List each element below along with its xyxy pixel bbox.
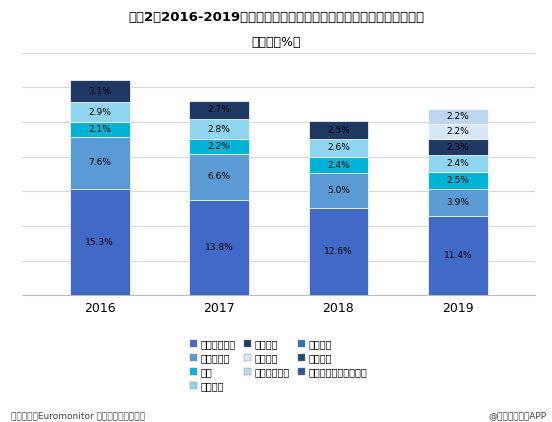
Bar (309, 208, 368, 295)
Text: 6.6%: 6.6% (208, 172, 231, 181)
Bar (309, 157, 368, 173)
Text: 2.7%: 2.7% (208, 106, 231, 114)
Bar (428, 109, 487, 124)
Text: 2.2%: 2.2% (447, 127, 469, 136)
Bar (309, 139, 368, 157)
Text: 13.8%: 13.8% (205, 243, 233, 252)
Text: 12.6%: 12.6% (324, 247, 353, 256)
Text: 15.3%: 15.3% (86, 238, 114, 247)
Legend: 玛氏（美国）, 上海比瑞吉, 华兴, 河北荣喜, 徐州苏宠, 上海依蕴, 雀巢（瑞士）, 山东乖宝, 烟台中宠, 加拿大冠军（加拿大）: 玛氏（美国）, 上海比瑞吉, 华兴, 河北荣喜, 徐州苏宠, 上海依蕴, 雀巢（… (190, 339, 367, 391)
Text: 3.9%: 3.9% (447, 198, 469, 207)
Bar (70, 122, 130, 137)
Text: 2.2%: 2.2% (208, 142, 230, 151)
Bar (70, 102, 130, 122)
Text: 2.2%: 2.2% (447, 112, 469, 121)
Text: 2.3%: 2.3% (447, 143, 469, 152)
Text: 2.5%: 2.5% (327, 126, 350, 135)
Bar (189, 100, 249, 119)
Text: （单位：%）: （单位：%） (251, 36, 301, 49)
Bar (189, 154, 249, 200)
Bar (428, 139, 487, 155)
Text: 图表2：2016-2019年中国宠物食品市场市占率前十公司市占率变化情况: 图表2：2016-2019年中国宠物食品市场市占率前十公司市占率变化情况 (128, 11, 424, 24)
Bar (189, 139, 249, 154)
Text: 3.1%: 3.1% (88, 87, 111, 96)
Text: 2.4%: 2.4% (447, 159, 469, 168)
Bar (428, 216, 487, 295)
Text: 7.6%: 7.6% (88, 159, 111, 168)
Text: 2.1%: 2.1% (88, 125, 111, 134)
Bar (428, 155, 487, 172)
Bar (428, 189, 487, 216)
Text: 2.4%: 2.4% (327, 160, 350, 170)
Text: 5.0%: 5.0% (327, 186, 350, 195)
Text: 2.6%: 2.6% (327, 143, 350, 152)
Bar (428, 172, 487, 189)
Bar (70, 137, 130, 189)
Text: @前瞻经济学人APP: @前瞻经济学人APP (489, 411, 546, 420)
Text: 11.4%: 11.4% (443, 252, 472, 260)
Bar (189, 119, 249, 139)
Text: 2.9%: 2.9% (88, 108, 111, 116)
Text: 2.5%: 2.5% (447, 176, 469, 185)
Bar (70, 189, 130, 295)
Bar (189, 200, 249, 295)
Bar (70, 81, 130, 102)
Text: 资料来源：Euromonitor 前瞻产业研究院整理: 资料来源：Euromonitor 前瞻产业研究院整理 (11, 411, 145, 420)
Bar (309, 173, 368, 208)
Text: 2.8%: 2.8% (208, 124, 231, 133)
Bar (309, 122, 368, 139)
Bar (428, 124, 487, 139)
